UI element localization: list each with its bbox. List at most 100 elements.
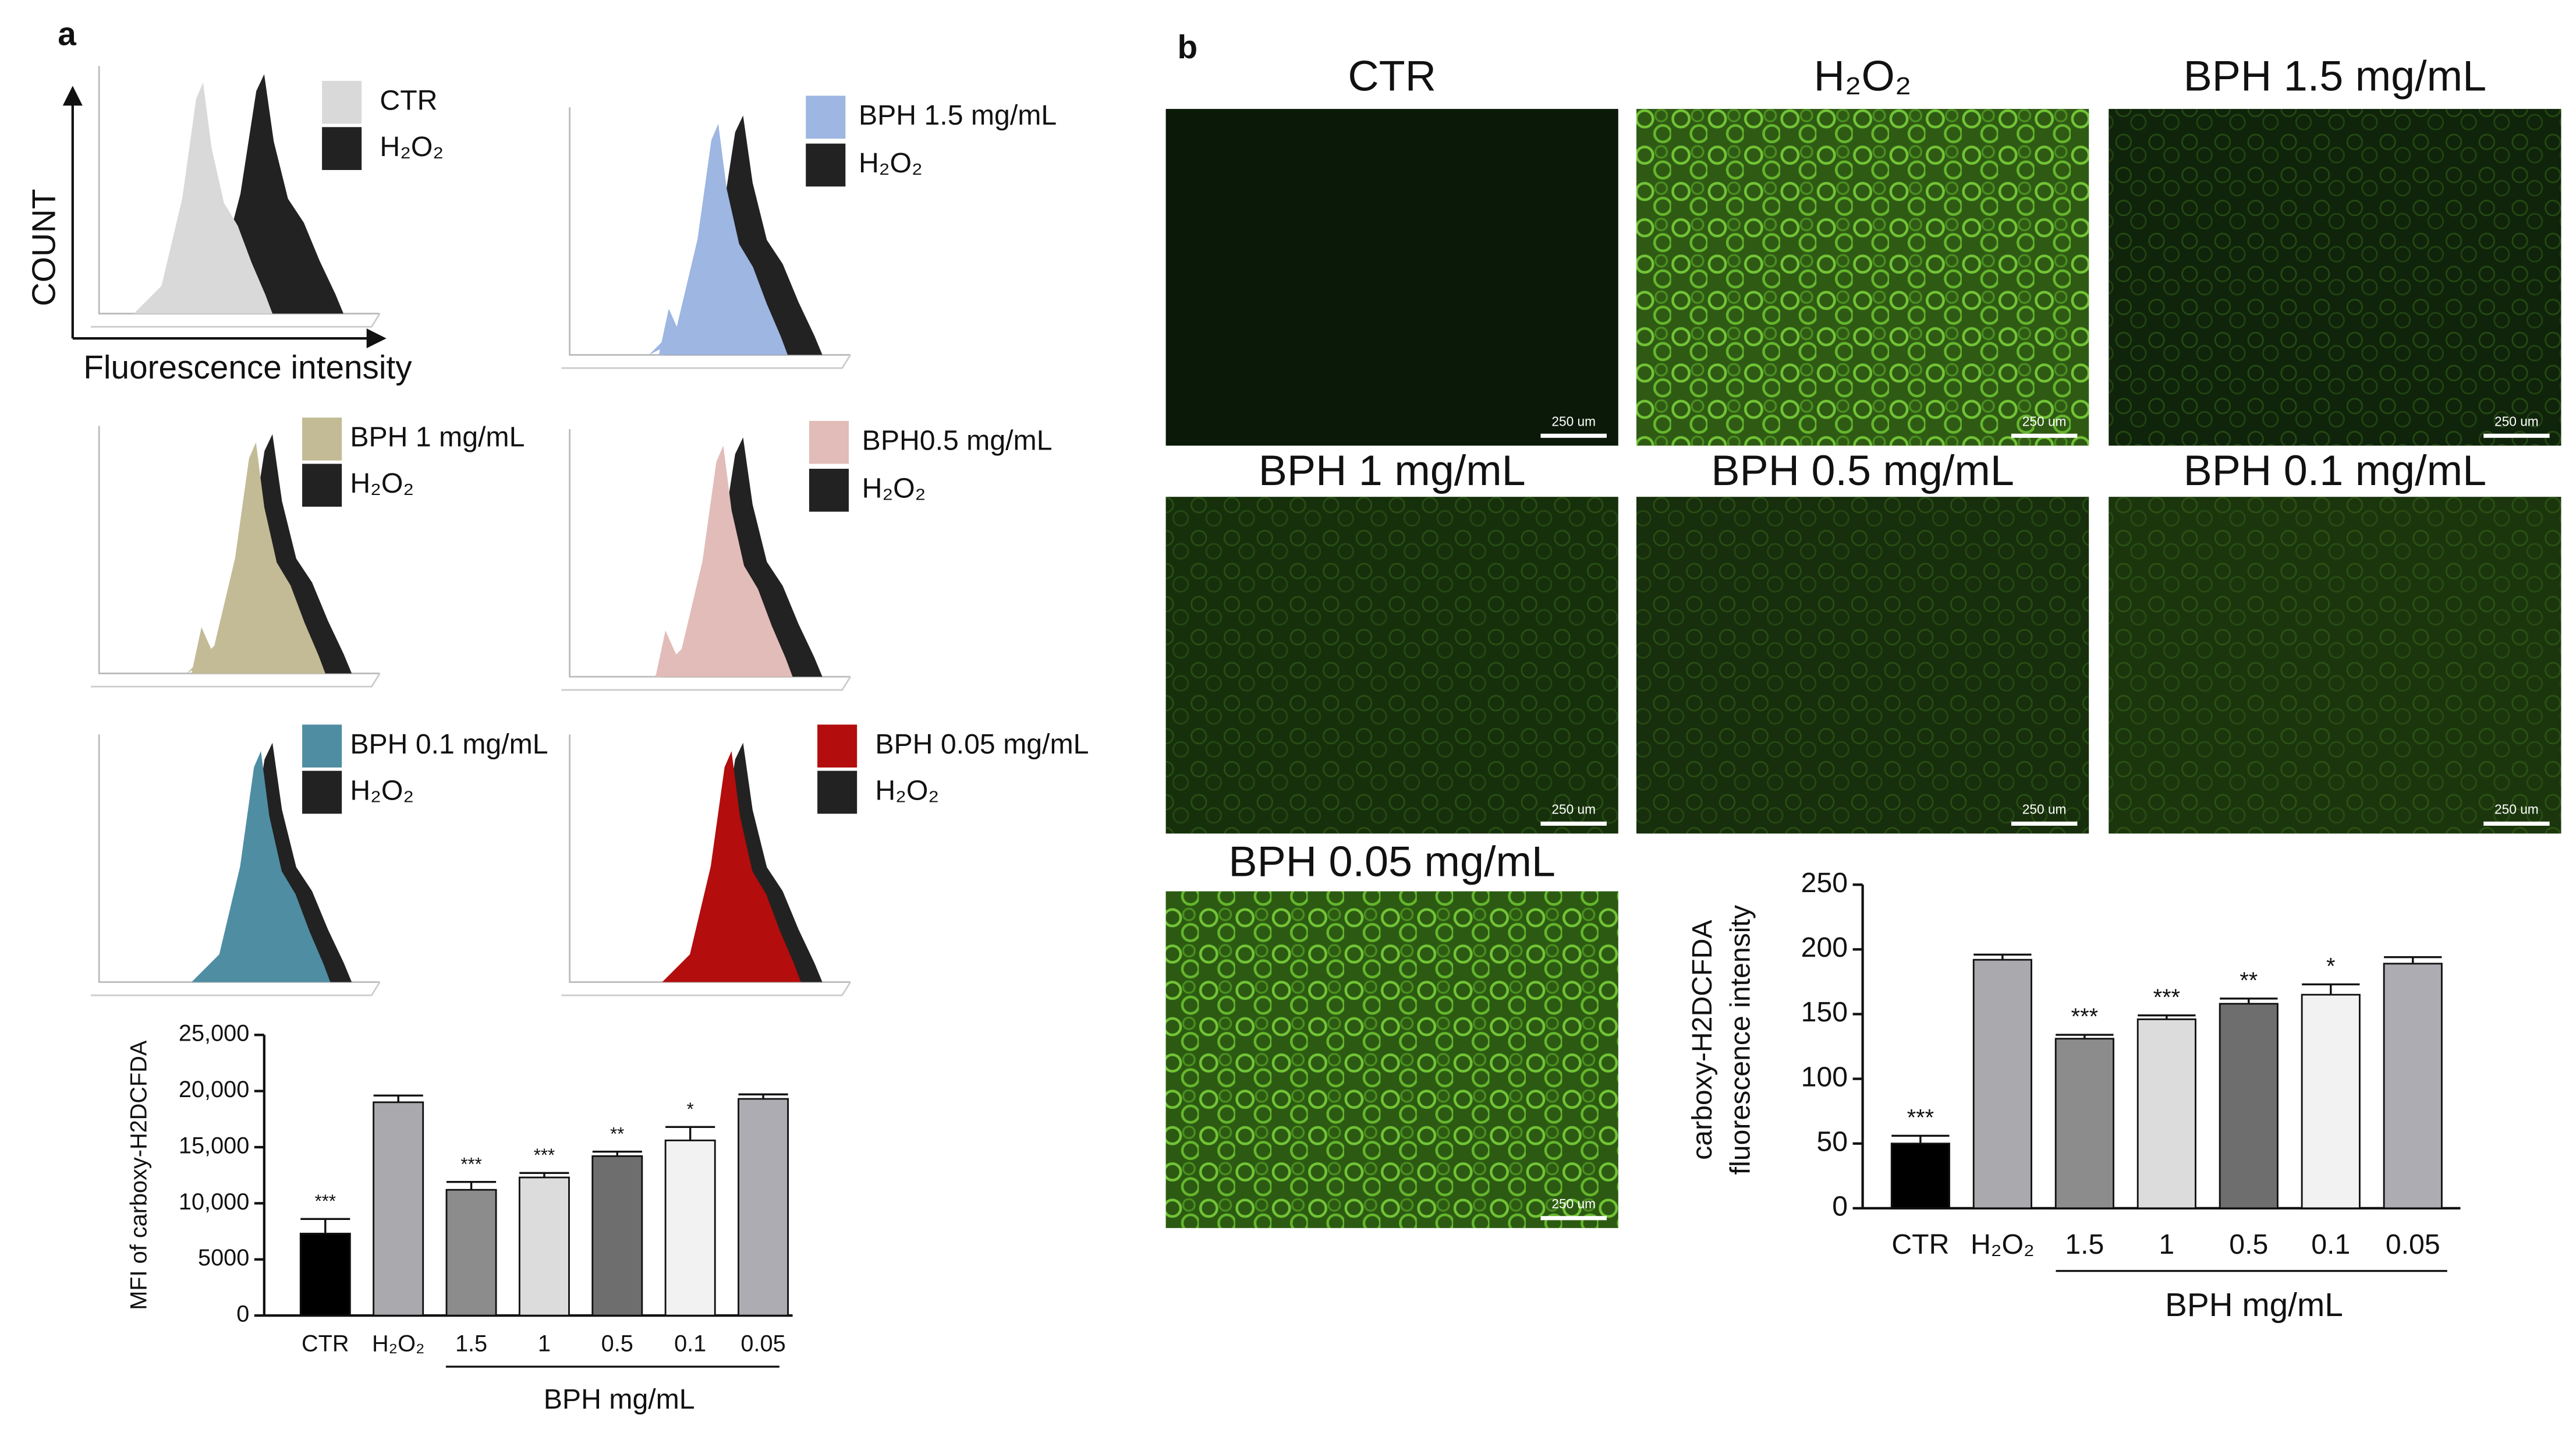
- bar: [591, 1155, 643, 1317]
- bar: [738, 1098, 789, 1317]
- legend-label: BPH 0.05 mg/mL: [875, 728, 1089, 760]
- bar: [2136, 1018, 2196, 1209]
- scale-label: 250 um: [2022, 414, 2067, 429]
- y-tick-label: 20,000: [179, 1077, 249, 1102]
- y-axis-label: carboxy-H2DCFDA: [1686, 919, 1718, 1160]
- x-tick-label: 0.1: [674, 1331, 706, 1357]
- x-tick-label: CTR: [1891, 1229, 1949, 1260]
- histogram-frame: [561, 354, 852, 369]
- significance: *: [2326, 954, 2335, 979]
- x-tick-label: 1: [538, 1331, 551, 1357]
- y-tick-label: 50: [1816, 1126, 1848, 1157]
- histogram-curve: [664, 115, 823, 355]
- bar: [299, 1232, 351, 1317]
- legend-swatch: [322, 127, 362, 170]
- micrograph-title: H₂O₂: [1814, 52, 1912, 100]
- micrograph-title: CTR: [1348, 52, 1436, 100]
- histogram-curve: [649, 123, 788, 355]
- micrograph-cells: [1636, 497, 2089, 834]
- legend-swatch: [817, 724, 858, 768]
- legend-swatch: [302, 418, 342, 461]
- legend-swatch: [809, 468, 849, 512]
- y-axis-label: MFI of carboxy-H2DCFDA: [126, 1040, 152, 1310]
- significance: ***: [2071, 1004, 2098, 1030]
- y-tick-label: 200: [1801, 932, 1848, 963]
- micrograph-cells: [1165, 891, 1618, 1228]
- legend-swatch: [817, 770, 858, 814]
- histogram-curve: [192, 751, 331, 982]
- bar: [664, 1139, 716, 1317]
- micrograph-cells: [1636, 109, 2089, 446]
- panel-label: b: [1177, 29, 1197, 66]
- x-tick-label: H₂O₂: [372, 1331, 424, 1357]
- significance: ***: [1907, 1105, 1934, 1131]
- y-tick-label: 250: [1801, 867, 1848, 899]
- y-tick-label: 15,000: [179, 1133, 249, 1158]
- x-tick-label: 0.1: [2311, 1229, 2350, 1260]
- histogram-frame: [561, 676, 852, 691]
- y-tick-label: 5000: [198, 1245, 249, 1271]
- legend-swatch: [302, 464, 342, 507]
- legend-swatch: [806, 96, 846, 139]
- micrograph-title: BPH 1.5 mg/mL: [2184, 52, 2487, 100]
- legend-label: BPH 1 mg/mL: [350, 422, 525, 453]
- x-tick-label: H₂O₂: [1971, 1229, 2035, 1260]
- group-label: BPH mg/mL: [544, 1384, 695, 1415]
- micrograph-cells: [1165, 497, 1618, 834]
- y-tick-label: 100: [1801, 1061, 1848, 1092]
- histogram-curve: [664, 437, 823, 677]
- histogram-curve: [185, 74, 343, 314]
- bar: [445, 1189, 497, 1317]
- histogram-curve: [133, 82, 273, 314]
- bar: [1890, 1143, 1950, 1209]
- legend-swatch: [809, 420, 849, 464]
- group-label: BPH mg/mL: [2165, 1287, 2343, 1324]
- legend-label: H₂O₂: [859, 147, 923, 179]
- bar: [2219, 1003, 2279, 1209]
- bar: [2054, 1038, 2114, 1209]
- significance: ***: [534, 1145, 555, 1165]
- legend-label: H₂O₂: [380, 131, 444, 162]
- y-tick-label: 0: [1832, 1191, 1848, 1222]
- x-tick-label: 1.5: [455, 1331, 487, 1357]
- legend-label: H₂O₂: [875, 774, 939, 806]
- micrograph-cells: [2109, 109, 2561, 446]
- significance: ***: [460, 1154, 481, 1175]
- legend-label: H₂O₂: [862, 473, 926, 504]
- histogram-frame: [91, 981, 381, 996]
- x-tick-label: CTR: [302, 1331, 349, 1357]
- legend-swatch: [806, 143, 846, 187]
- histogram-frame: [569, 107, 851, 356]
- bar: [2301, 993, 2361, 1209]
- micrograph-title: BPH 0.5 mg/mL: [1711, 446, 2014, 494]
- x-tick-label: 1.5: [2065, 1229, 2104, 1260]
- x-tick-label: 0.5: [601, 1331, 633, 1357]
- bar: [2383, 963, 2443, 1209]
- significance: *: [687, 1099, 694, 1119]
- bar: [1972, 958, 2032, 1209]
- legend-swatch: [322, 80, 362, 124]
- scale-label: 250 um: [2022, 802, 2067, 817]
- legend-label: H₂O₂: [350, 468, 414, 499]
- histogram-frame: [561, 981, 852, 996]
- axis-label: Fluorescence intensity: [83, 349, 412, 386]
- y-axis-label: fluorescence intensity: [1724, 905, 1756, 1175]
- significance: **: [2240, 968, 2258, 993]
- legend-label: BPH0.5 mg/mL: [862, 425, 1053, 456]
- legend-label: CTR: [380, 84, 437, 116]
- histogram-curve: [654, 445, 793, 677]
- significance: ***: [2153, 985, 2180, 1010]
- histogram-frame: [91, 313, 381, 328]
- legend-label: BPH 1.5 mg/mL: [859, 100, 1057, 131]
- micrograph-title: BPH 0.05 mg/mL: [1228, 837, 1555, 886]
- bar: [373, 1101, 424, 1317]
- bar: [518, 1176, 570, 1317]
- x-tick-label: 1: [2159, 1229, 2174, 1260]
- legend-swatch: [302, 770, 342, 814]
- histogram-curve: [186, 442, 325, 674]
- micrograph-title: BPH 1 mg/mL: [1259, 446, 1526, 494]
- scale-label: 250 um: [2494, 802, 2539, 817]
- scale-label: 250 um: [2494, 414, 2539, 429]
- legend-swatch: [302, 724, 342, 768]
